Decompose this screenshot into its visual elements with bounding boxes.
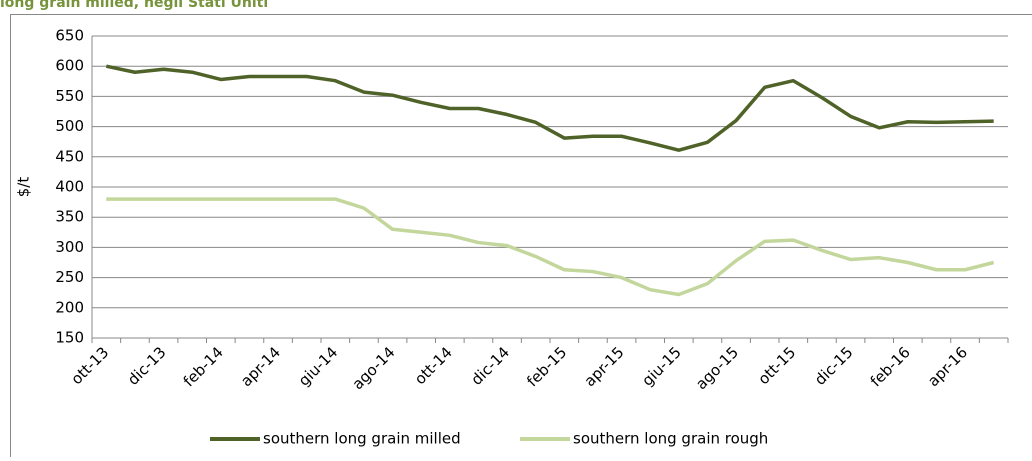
- legend-label: southern long grain rough: [573, 430, 768, 448]
- x-tick-label: ago-14: [349, 343, 399, 393]
- chart-title: long grain milled, negli Stati Uniti: [0, 0, 268, 11]
- y-tick-label: 650: [55, 27, 84, 45]
- x-tick-label: dic-14: [468, 343, 514, 389]
- x-tick-label: feb-15: [523, 343, 570, 390]
- y-tick-label: 250: [55, 268, 84, 286]
- x-tick-label: ago-15: [692, 343, 742, 393]
- x-tick-label: apr-15: [581, 343, 628, 390]
- y-tick-label: 500: [55, 117, 84, 135]
- x-tick-label: feb-14: [180, 343, 227, 390]
- y-tick-label: 600: [55, 57, 84, 75]
- x-tick-label: dic-15: [811, 343, 857, 389]
- y-tick-label: 550: [55, 87, 84, 105]
- x-tick-label: giu-14: [295, 343, 341, 389]
- data-line: [106, 199, 993, 294]
- x-tick-label: ott-13: [67, 343, 112, 388]
- y-tick-label: 450: [55, 147, 84, 165]
- legend-label: southern long grain milled: [263, 430, 461, 448]
- x-tick-label: giu-15: [638, 343, 684, 389]
- x-tick-label: ott-15: [754, 343, 799, 388]
- x-tick-label: ott-14: [411, 343, 456, 388]
- data-line: [106, 66, 993, 150]
- y-tick-label: 200: [55, 298, 84, 316]
- y-axis-label: $/t: [15, 177, 33, 198]
- x-tick-label: apr-16: [924, 343, 971, 390]
- y-tick-label: 150: [55, 329, 84, 347]
- y-tick-label: 400: [55, 178, 84, 196]
- x-tick-label: dic-13: [124, 343, 170, 389]
- x-tick-label: apr-14: [237, 343, 284, 390]
- y-tick-label: 350: [55, 208, 84, 226]
- x-tick-label: feb-16: [867, 343, 914, 390]
- y-tick-label: 300: [55, 238, 84, 256]
